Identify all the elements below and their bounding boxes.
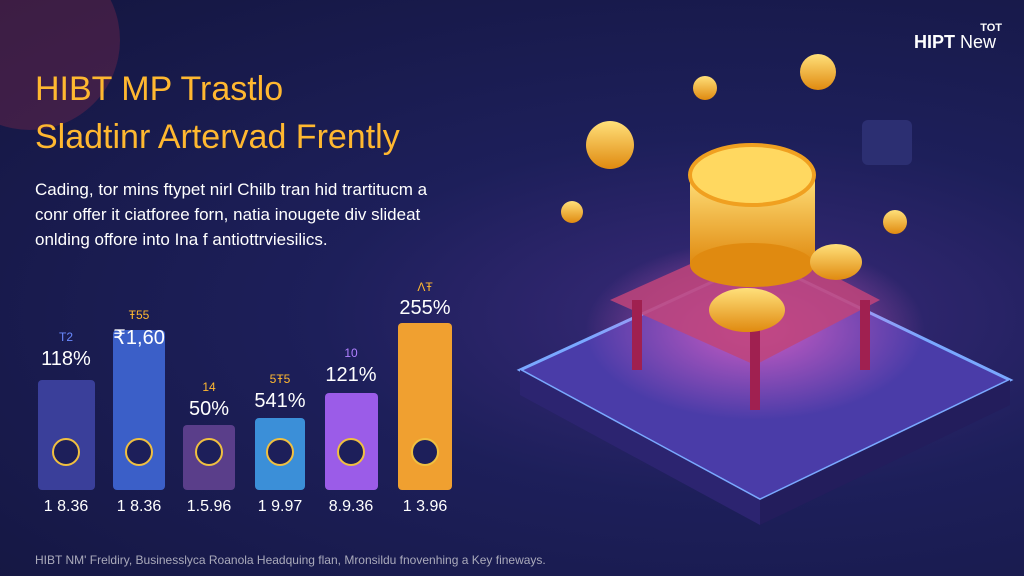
leg bbox=[860, 300, 870, 370]
bar-tag: 14 bbox=[202, 380, 216, 394]
coin bbox=[561, 201, 583, 223]
bar-icons bbox=[52, 438, 439, 466]
leg bbox=[750, 330, 760, 410]
logo-main: HIPT bbox=[913, 32, 955, 52]
coin-stack bbox=[690, 243, 814, 287]
bar-label: ₹1,60 bbox=[113, 327, 165, 349]
bar-tag: T2 bbox=[58, 330, 73, 344]
bar bbox=[38, 380, 95, 490]
bar-footer: 1 8.36 bbox=[116, 498, 162, 515]
leg bbox=[632, 300, 642, 370]
coin-top bbox=[688, 143, 816, 207]
glow bbox=[0, 0, 120, 130]
description-line: conr offer it ciatforee forn, natia inou… bbox=[35, 205, 421, 224]
bar-tag: 5Ŧ5 bbox=[269, 372, 291, 386]
title-line: HIBT MP Trastlo bbox=[35, 70, 284, 108]
bar-footer: 1 3.96 bbox=[402, 498, 448, 515]
coin bbox=[883, 210, 907, 234]
footer: HIBT NM' Freldiry, Businesslyca Roanola … bbox=[35, 553, 546, 567]
coin bbox=[810, 244, 862, 280]
bar-footer: 8.9.36 bbox=[328, 498, 374, 515]
logo-sub: New bbox=[959, 32, 996, 52]
bar-label: 255% bbox=[399, 297, 451, 319]
coin bbox=[709, 288, 785, 332]
bar bbox=[398, 323, 452, 490]
bar-tag: Ŧ55 bbox=[128, 308, 150, 322]
platform-side bbox=[760, 380, 1010, 525]
description-line: onlding offore into Ina f antiottrviesil… bbox=[35, 230, 328, 249]
coin bbox=[800, 54, 836, 90]
bar-footer: 1 9.97 bbox=[257, 498, 303, 515]
description-line: Cading, tor mins ftypet nirl Chilb tran … bbox=[35, 180, 428, 199]
bar-label: 118% bbox=[41, 348, 91, 370]
logo: HIPT New bbox=[914, 32, 996, 53]
icon-box bbox=[862, 120, 912, 165]
logo-small: TOT bbox=[980, 22, 1002, 34]
title-line: Sladtinr Artervad Frently bbox=[35, 118, 400, 156]
bar-footer: 1 8.36 bbox=[43, 498, 89, 515]
coin bbox=[586, 121, 634, 169]
platform-side bbox=[520, 370, 760, 525]
bar-tag: ɅŦ bbox=[417, 280, 433, 294]
bar-tag: 10 bbox=[344, 346, 358, 360]
bar-label: 121% bbox=[325, 364, 377, 386]
bar-label: 541% bbox=[254, 390, 306, 412]
bar-footer: 1.5.96 bbox=[186, 498, 232, 515]
bar-label: 50% bbox=[188, 398, 230, 420]
coin bbox=[693, 76, 717, 100]
